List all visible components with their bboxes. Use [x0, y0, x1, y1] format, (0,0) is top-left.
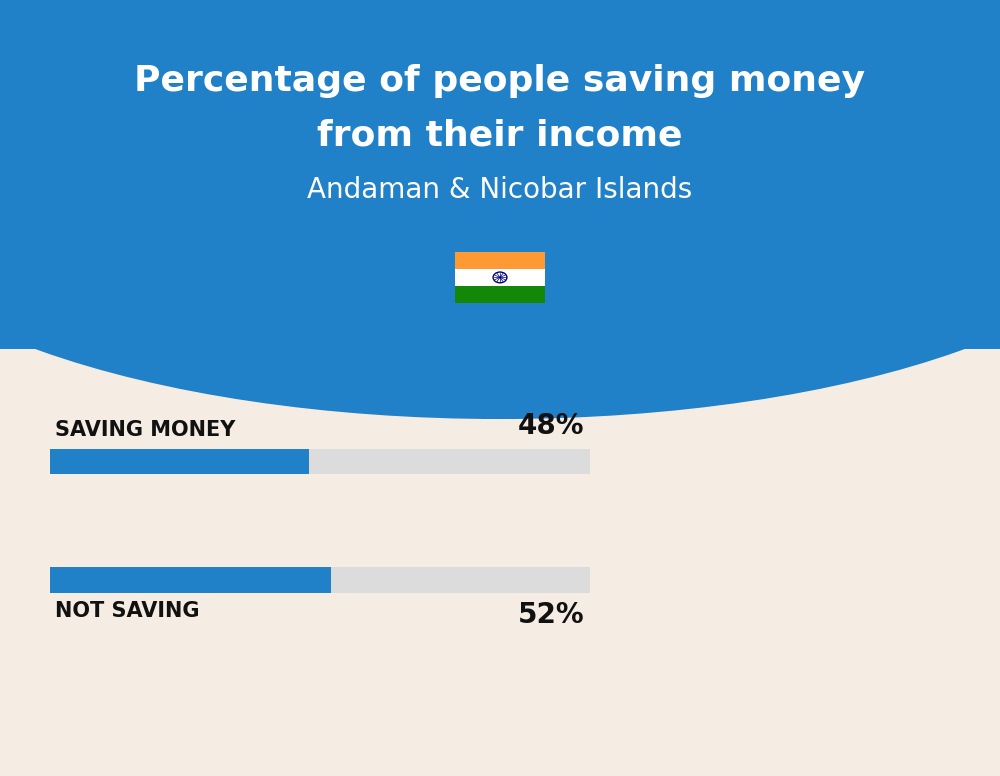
Text: 52%: 52% — [518, 601, 585, 629]
Text: SAVING MONEY: SAVING MONEY — [55, 420, 236, 440]
Bar — [0, 0, 1000, 349]
Bar — [455, 269, 545, 286]
Text: Percentage of people saving money: Percentage of people saving money — [134, 64, 866, 99]
Bar — [50, 449, 309, 474]
Ellipse shape — [0, 0, 1000, 419]
Text: NOT SAVING: NOT SAVING — [55, 601, 200, 621]
Bar — [50, 567, 590, 593]
Bar — [455, 286, 545, 303]
Bar — [50, 567, 331, 593]
Text: from their income: from their income — [317, 119, 683, 153]
Bar — [50, 449, 590, 474]
Bar — [455, 252, 545, 269]
Text: Andaman & Nicobar Islands: Andaman & Nicobar Islands — [307, 176, 693, 204]
Text: 48%: 48% — [518, 412, 585, 440]
